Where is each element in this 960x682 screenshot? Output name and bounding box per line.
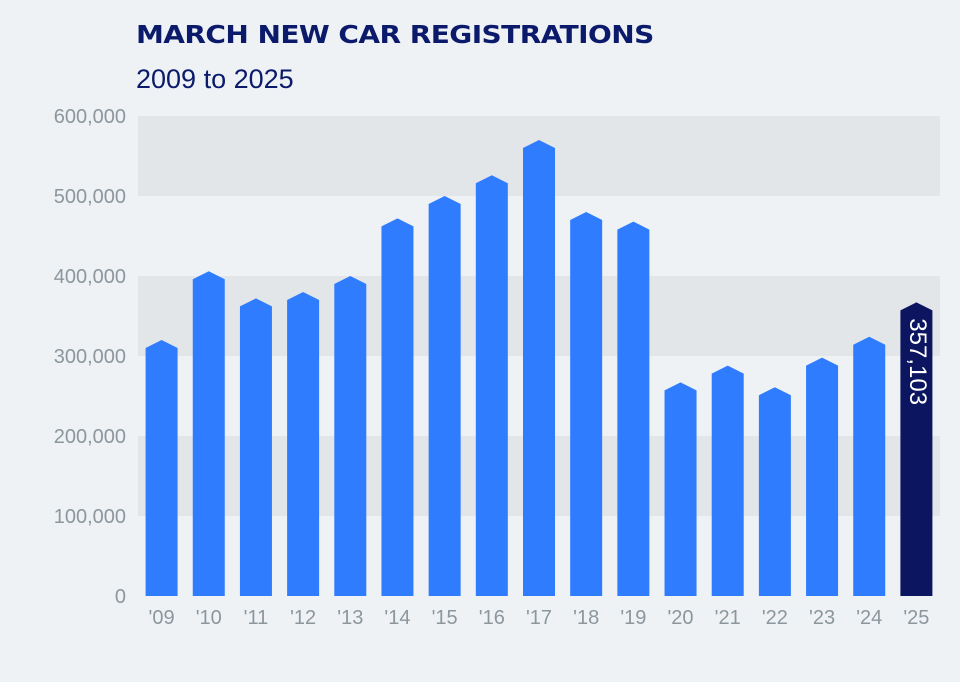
y-tick-label: 600,000 (54, 106, 126, 128)
y-tick-label: 0 (115, 586, 126, 608)
bars (145, 140, 933, 596)
x-tick-label: '18 (573, 607, 599, 629)
bar (617, 221, 650, 596)
data-labels: 357,103 (904, 318, 931, 405)
bar (428, 196, 461, 596)
x-tick-label: '21 (715, 607, 741, 629)
x-tick-label: '13 (337, 607, 363, 629)
y-tick-label: 200,000 (54, 426, 126, 448)
chart-subtitle: 2009 to 2025 (136, 64, 294, 94)
x-tick-label: '17 (526, 607, 552, 629)
bar (853, 336, 886, 596)
bar (570, 212, 603, 596)
bar (523, 140, 555, 596)
y-tick-label: 300,000 (54, 346, 126, 368)
x-tick-label: '19 (620, 607, 646, 629)
x-tick-label: '20 (667, 607, 693, 629)
x-axis: '09 '10 '11 '12 '13 '14 '15 '16 '17 '18 '19 '20 '21 '… (149, 607, 930, 629)
bar (806, 357, 839, 596)
data-label: 357,103 (904, 318, 931, 405)
bar (287, 292, 320, 596)
bar (239, 298, 272, 596)
x-tick-label: '10 (196, 607, 222, 629)
bar (475, 175, 508, 596)
x-tick-label: '24 (856, 607, 882, 629)
bar (758, 387, 791, 596)
x-tick-label: '14 (384, 607, 410, 629)
bar (192, 271, 225, 596)
bar (381, 218, 414, 596)
x-tick-label: '16 (479, 607, 505, 629)
y-tick-label: 100,000 (54, 506, 126, 528)
x-tick-label: '12 (290, 607, 316, 629)
x-tick-label: '15 (432, 607, 458, 629)
chart-title: MARCH NEW CAR REGISTRATIONS (136, 20, 654, 49)
x-tick-label: '22 (762, 607, 788, 629)
x-tick-label: '11 (244, 607, 269, 629)
bar (145, 340, 178, 596)
bar (711, 365, 744, 596)
y-tick-label: 400,000 (54, 266, 126, 288)
bar (334, 276, 367, 596)
bar (664, 382, 697, 596)
x-tick-label: '09 (149, 607, 175, 629)
bar (900, 302, 933, 596)
x-tick-label: '25 (903, 607, 929, 629)
x-tick-label: '23 (809, 607, 835, 629)
y-axis: 0 100,000 200,000 300,000 400,000 500,000 600,… (54, 106, 126, 608)
y-tick-label: 500,000 (54, 186, 126, 208)
